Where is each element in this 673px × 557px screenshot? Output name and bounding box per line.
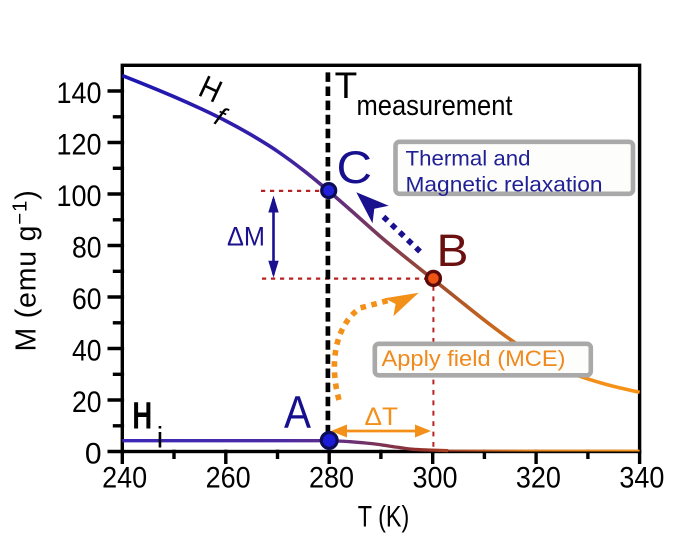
svg-text:H: H <box>132 396 152 438</box>
svg-text:280: 280 <box>309 462 354 495</box>
svg-text:60: 60 <box>72 283 102 316</box>
svg-text:i: i <box>157 422 164 455</box>
svg-text:300: 300 <box>413 462 458 495</box>
svg-text:A: A <box>284 387 311 438</box>
svg-text:Thermal and: Thermal and <box>406 147 531 170</box>
svg-text:Apply field (MCE): Apply field (MCE) <box>382 346 566 371</box>
svg-text:measurement: measurement <box>357 90 513 122</box>
svg-text:Magnetic relaxation: Magnetic relaxation <box>406 173 603 196</box>
svg-text:80: 80 <box>72 231 102 264</box>
svg-text:340: 340 <box>619 462 664 495</box>
svg-text:T (K): T (K) <box>358 500 410 533</box>
svg-text:20: 20 <box>72 386 102 419</box>
svg-text:140: 140 <box>57 77 102 110</box>
svg-text:260: 260 <box>206 462 251 495</box>
svg-text:0: 0 <box>85 437 102 470</box>
svg-text:320: 320 <box>516 462 561 495</box>
svg-text:120: 120 <box>57 128 102 161</box>
svg-text:T: T <box>335 65 358 106</box>
svg-text:ΔM: ΔM <box>227 222 265 252</box>
svg-text:B: B <box>437 225 469 276</box>
svg-text:C: C <box>337 142 373 193</box>
svg-text:ΔT: ΔT <box>365 403 399 431</box>
svg-text:40: 40 <box>72 334 102 367</box>
svg-text:100: 100 <box>57 180 102 213</box>
svg-text:240: 240 <box>102 462 147 495</box>
